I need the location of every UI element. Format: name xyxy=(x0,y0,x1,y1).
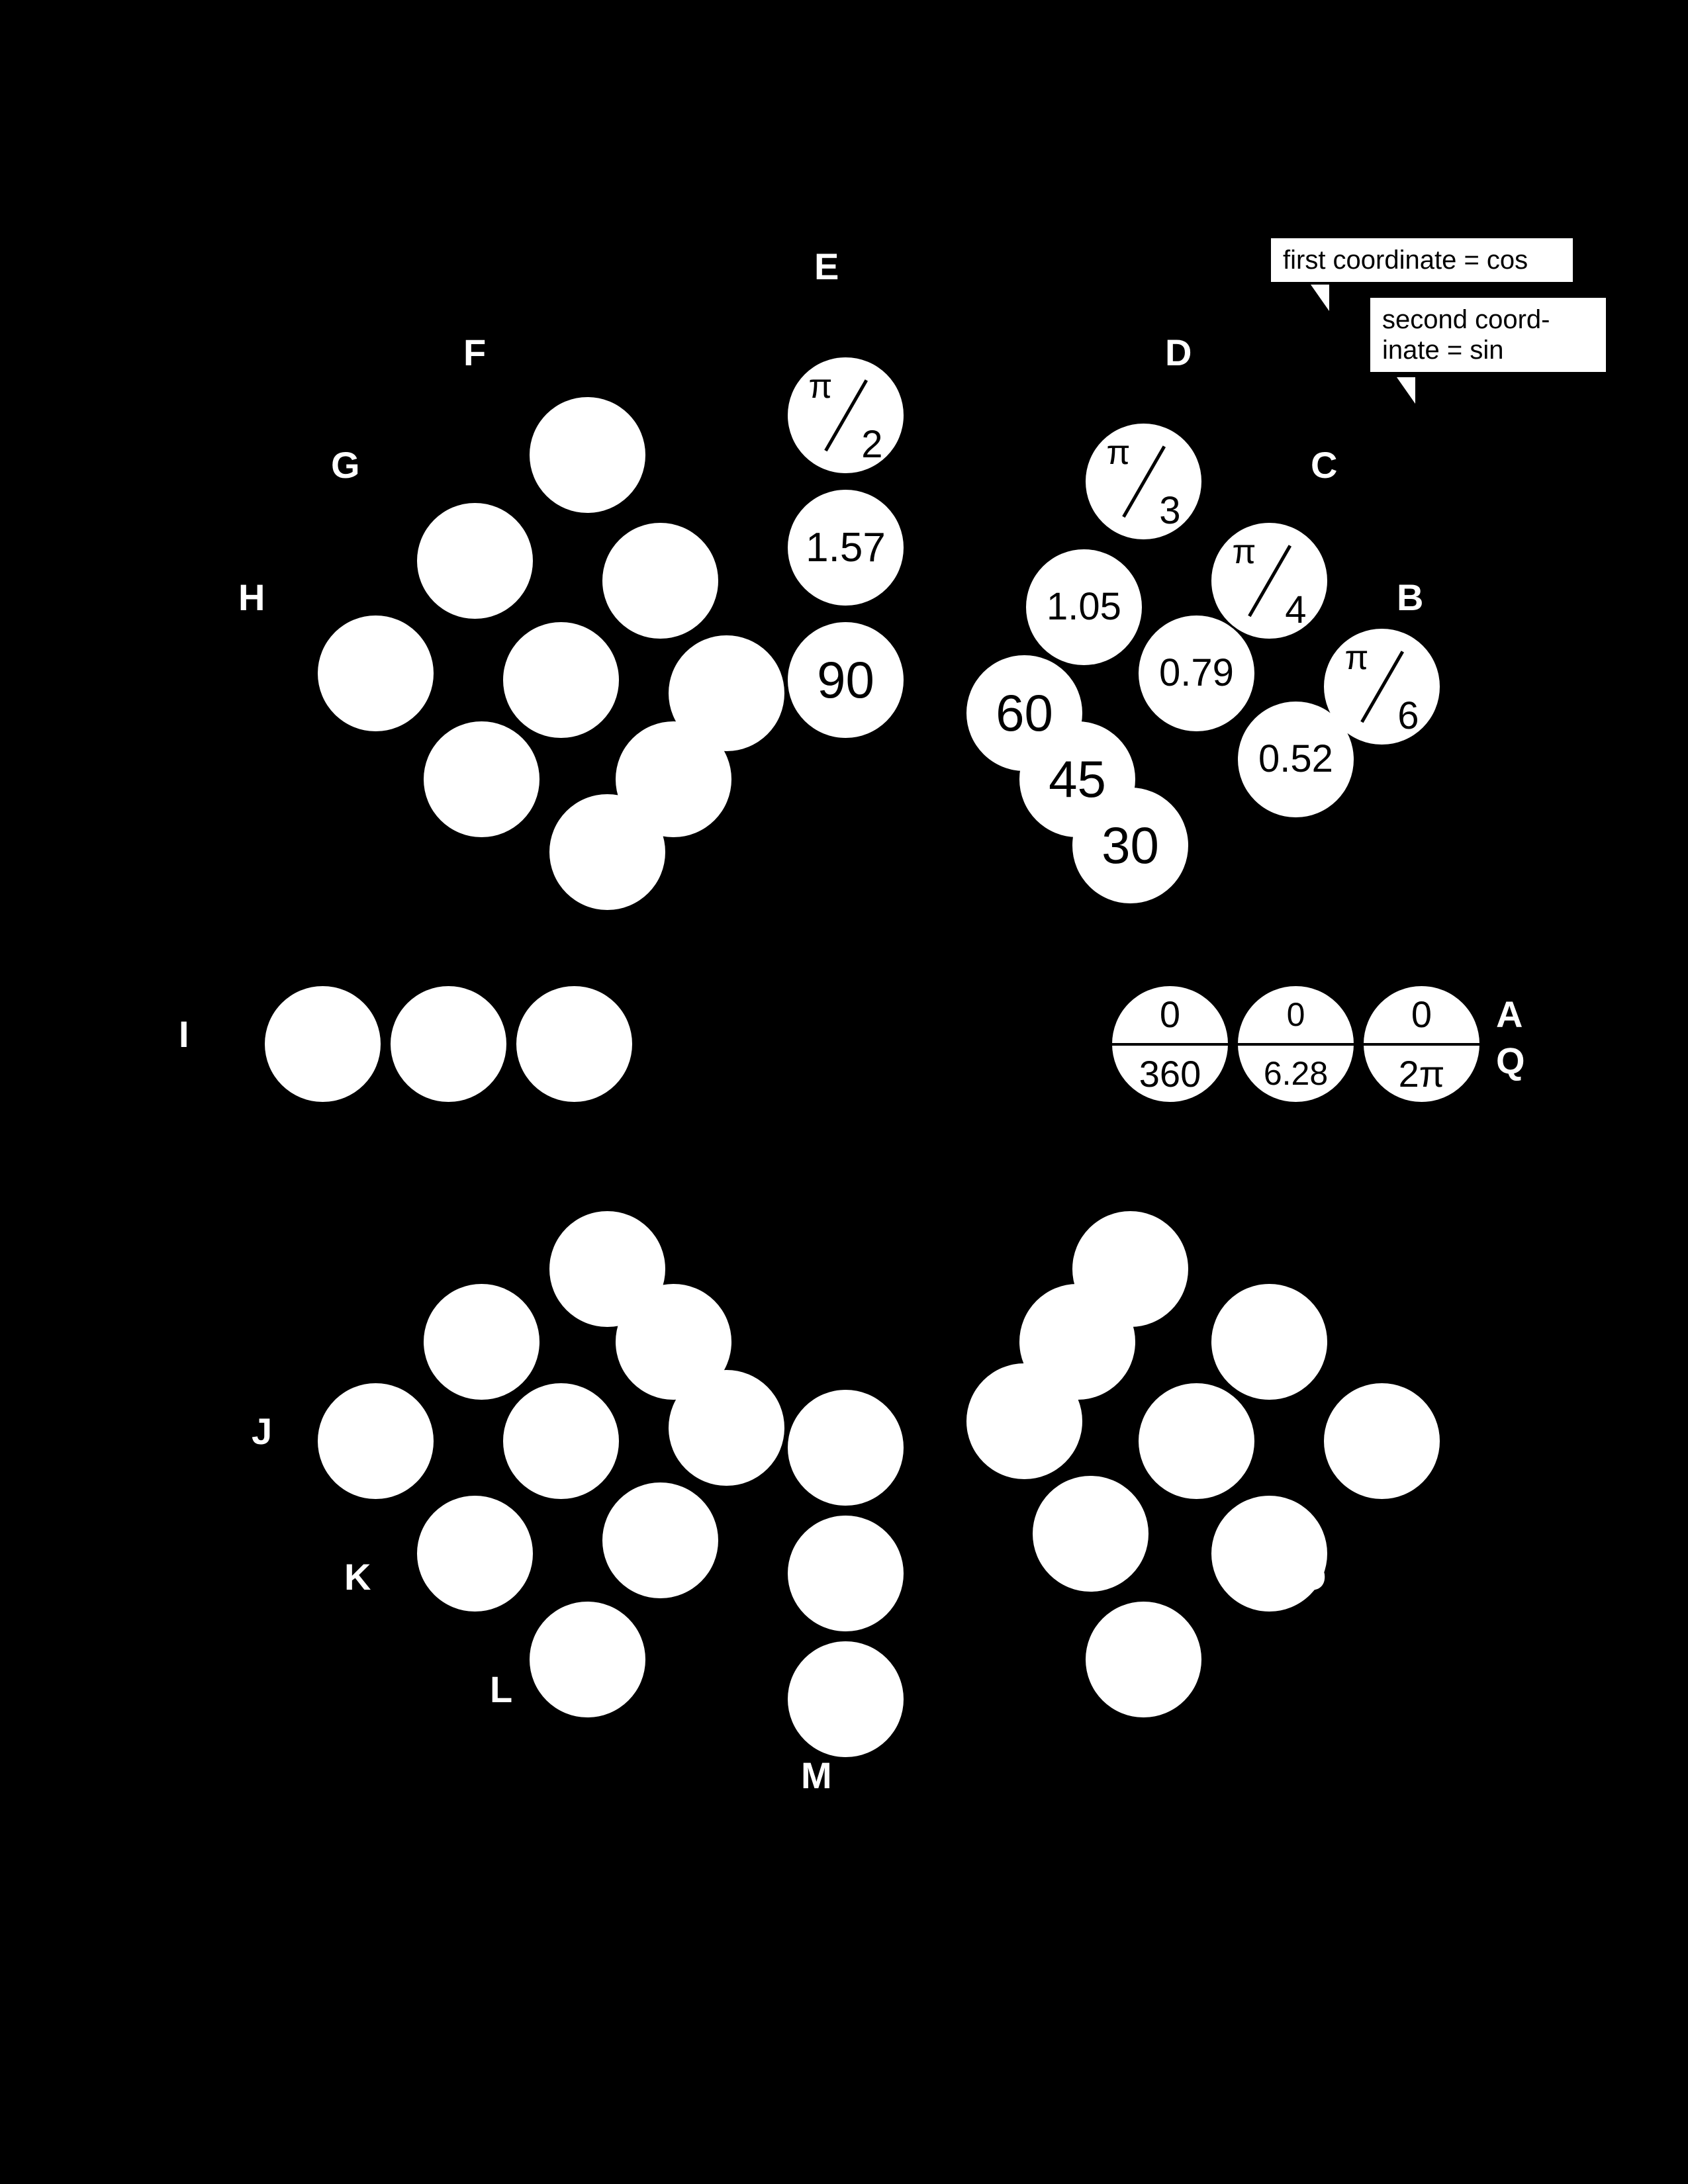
letter-label-J: J xyxy=(252,1410,272,1453)
circle-text-D-dec: 1.05 xyxy=(1047,587,1121,627)
circle-J-dec xyxy=(424,1284,539,1400)
circle-F-rad xyxy=(530,397,645,513)
circle-H-dec xyxy=(424,721,539,837)
circle-E-dec: 1.57 xyxy=(788,490,904,606)
letter-label-O: O xyxy=(1297,1555,1327,1598)
callout-cos: first coordinate = cos xyxy=(1271,238,1573,282)
circle-L-rad xyxy=(530,1602,645,1717)
fraction-C-rad: π4 xyxy=(1211,523,1327,639)
letter-label-L: L xyxy=(490,1668,512,1711)
circle-C-dec: 0.79 xyxy=(1139,615,1254,731)
letter-label-N: N xyxy=(1139,1668,1165,1711)
circle-E-deg: 90 xyxy=(788,622,904,738)
circle-C-rad: π4 xyxy=(1211,523,1327,639)
circle-H-deg xyxy=(549,794,665,910)
circle-K-rad xyxy=(417,1496,533,1612)
circle-F-dec xyxy=(602,523,718,639)
letter-label-P: P xyxy=(1390,1410,1415,1453)
fraction-num-B-rad: π xyxy=(1345,638,1369,678)
split-bottom-AQ-dec: 6.28 xyxy=(1238,1046,1354,1103)
circle-M-dec xyxy=(788,1516,904,1631)
letter-label-C: C xyxy=(1311,443,1337,486)
circle-AQ-deg: 0360 xyxy=(1112,986,1228,1102)
circle-AQ-rad: 02π xyxy=(1364,986,1479,1102)
fraction-num-D-rad: π xyxy=(1107,433,1131,473)
fraction-den-D-rad: 3 xyxy=(1159,488,1180,533)
letter-label-I: I xyxy=(179,1013,189,1056)
circle-P-rad xyxy=(1324,1383,1440,1499)
circle-text-B-deg: 30 xyxy=(1102,819,1159,873)
circle-B-deg: 30 xyxy=(1072,788,1188,903)
callout-sin-tail xyxy=(1397,377,1415,404)
circle-I-deg xyxy=(265,986,381,1102)
circle-G-dec xyxy=(503,622,619,738)
letter-label-B: B xyxy=(1397,576,1423,619)
circle-text-E-deg: 90 xyxy=(817,653,874,707)
circle-text-B-dec: 0.52 xyxy=(1258,739,1333,780)
circle-text-C-dec: 0.79 xyxy=(1159,653,1234,694)
circle-L-dec xyxy=(602,1482,718,1598)
unit-circle-worksheet: π21.5790π3π4π61.050.790.52604530036006.2… xyxy=(0,0,1688,2184)
letter-label-F: F xyxy=(463,331,486,374)
letter-label-H: H xyxy=(238,576,265,619)
callout-cos-tail xyxy=(1311,285,1329,311)
circle-I-rad xyxy=(516,986,632,1102)
letter-label-K: K xyxy=(344,1555,371,1598)
circle-text-E-dec: 1.57 xyxy=(806,526,886,569)
fraction-den-E-rad: 2 xyxy=(861,422,882,467)
circle-N-dec xyxy=(1033,1476,1149,1592)
fraction-num-E-rad: π xyxy=(809,367,833,406)
circle-L-deg xyxy=(669,1370,784,1486)
fraction-den-C-rad: 4 xyxy=(1285,588,1306,632)
fraction-E-rad: π2 xyxy=(788,357,904,473)
fraction-num-C-rad: π xyxy=(1233,532,1256,572)
circle-O-dec xyxy=(1139,1383,1254,1499)
circle-AQ-dec: 06.28 xyxy=(1238,986,1354,1102)
split-top-AQ-deg: 0 xyxy=(1112,986,1228,1043)
fraction-den-B-rad: 6 xyxy=(1397,694,1419,738)
callout-sin: second coord-inate = sin xyxy=(1370,298,1606,372)
split-top-AQ-dec: 0 xyxy=(1238,986,1354,1043)
letter-label-D: D xyxy=(1165,331,1192,374)
letter-label-A: A xyxy=(1496,993,1523,1036)
circle-M-rad xyxy=(788,1641,904,1757)
circle-E-rad: π2 xyxy=(788,357,904,473)
circle-I-dec xyxy=(391,986,506,1102)
letter-label-E: E xyxy=(814,245,839,288)
letter-label-M: M xyxy=(801,1754,832,1797)
circle-B-dec: 0.52 xyxy=(1238,702,1354,817)
circle-P-dec xyxy=(1211,1284,1327,1400)
letter-label-Q: Q xyxy=(1496,1039,1525,1082)
split-bottom-AQ-deg: 360 xyxy=(1112,1046,1228,1103)
circle-N-deg xyxy=(966,1363,1082,1479)
split-top-AQ-rad: 0 xyxy=(1364,986,1479,1043)
circle-K-dec xyxy=(503,1383,619,1499)
circle-G-rad xyxy=(417,503,533,619)
circle-J-rad xyxy=(318,1383,434,1499)
letter-label-G: G xyxy=(331,443,360,486)
fraction-D-rad: π3 xyxy=(1086,424,1201,539)
circle-H-rad xyxy=(318,615,434,731)
circle-D-dec: 1.05 xyxy=(1026,549,1142,665)
split-bottom-AQ-rad: 2π xyxy=(1364,1046,1479,1103)
circle-D-rad: π3 xyxy=(1086,424,1201,539)
circle-M-deg xyxy=(788,1390,904,1506)
